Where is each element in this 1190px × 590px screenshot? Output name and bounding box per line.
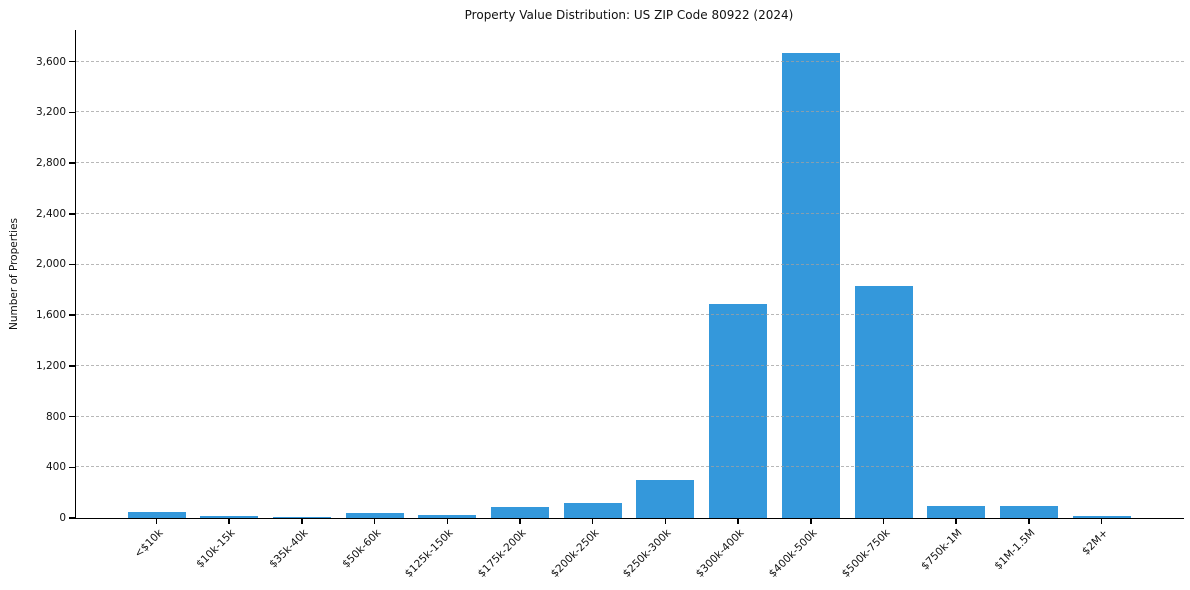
bar bbox=[709, 303, 768, 518]
y-gridline bbox=[76, 111, 1184, 113]
x-tick-mark bbox=[591, 518, 594, 524]
bar bbox=[127, 512, 186, 518]
bar bbox=[781, 52, 840, 518]
y-gridline bbox=[76, 364, 1184, 366]
bar bbox=[418, 514, 477, 518]
x-tick-mark bbox=[737, 518, 739, 524]
y-gridline bbox=[76, 314, 1184, 316]
x-tick-mark bbox=[1100, 518, 1103, 524]
y-tick-label: 3,600 bbox=[35, 55, 66, 68]
bar bbox=[1072, 516, 1131, 518]
x-tick-mark bbox=[810, 518, 812, 524]
bar bbox=[636, 479, 695, 518]
x-tick-mark bbox=[664, 518, 667, 524]
y-tick-label: 3,200 bbox=[35, 106, 66, 119]
x-tick-mark bbox=[955, 518, 957, 524]
y-tick-mark bbox=[68, 60, 75, 63]
y-gridline bbox=[76, 263, 1184, 265]
y-tick-mark bbox=[68, 162, 75, 164]
y-axis-label: Number of Properties bbox=[8, 217, 20, 331]
plot-area: 0 400 800 1,200 1,600 2,000 2,400 2,800 3,200 3,6… bbox=[36, 30, 1184, 580]
y-tick-label: 2,400 bbox=[35, 207, 66, 220]
bar bbox=[491, 507, 549, 518]
y-tick-label: 400 bbox=[45, 461, 66, 474]
y-gridline bbox=[76, 415, 1184, 417]
y-tick-label: 0 bbox=[59, 512, 66, 524]
y-tick-mark bbox=[68, 111, 75, 114]
x-tick-label: <$10k bbox=[131, 527, 165, 561]
y-tick-label: 2,000 bbox=[35, 258, 66, 271]
chart-title: Property Value Distribution: US ZIP Code… bbox=[464, 8, 794, 22]
y-tick-label: 1,600 bbox=[35, 309, 66, 322]
x-tick-mark bbox=[1028, 518, 1030, 524]
y-tick-mark bbox=[68, 365, 75, 367]
x-tick-mark bbox=[155, 518, 158, 524]
y-tick-mark bbox=[68, 466, 75, 469]
x-tick-mark bbox=[228, 518, 230, 524]
bar bbox=[200, 516, 259, 518]
y-tick-label: 800 bbox=[45, 410, 66, 423]
y-gridline bbox=[76, 212, 1184, 214]
y-gridline bbox=[76, 466, 1184, 468]
x-tick-mark bbox=[373, 518, 376, 524]
y-tick-label: 1,200 bbox=[35, 359, 66, 372]
x-tick-mark bbox=[446, 518, 449, 524]
y-gridline bbox=[76, 162, 1184, 164]
x-tick-mark bbox=[519, 518, 521, 524]
x-tick-mark bbox=[882, 518, 885, 524]
bar bbox=[345, 512, 404, 518]
bar bbox=[563, 502, 622, 518]
y-tick-mark bbox=[68, 263, 75, 266]
x-tick-mark bbox=[301, 518, 303, 524]
y-gridline bbox=[76, 60, 1184, 62]
y-tick-label: 2,800 bbox=[35, 157, 66, 170]
bar bbox=[999, 505, 1058, 518]
bar bbox=[927, 505, 986, 518]
bar bbox=[854, 286, 913, 518]
y-tick-mark bbox=[68, 415, 75, 418]
bar bbox=[272, 516, 331, 518]
y-tick-mark bbox=[68, 213, 75, 215]
y-tick-mark bbox=[68, 517, 75, 519]
y-tick-mark bbox=[68, 314, 75, 316]
